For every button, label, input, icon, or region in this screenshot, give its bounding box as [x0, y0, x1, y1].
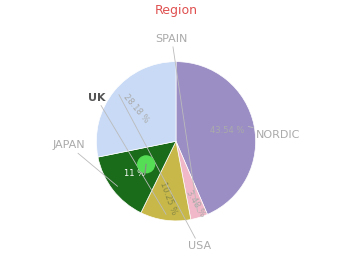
- Text: 11 %: 11 %: [124, 168, 145, 178]
- Text: JAPAN: JAPAN: [52, 140, 118, 186]
- Text: 3.48 %: 3.48 %: [184, 189, 206, 219]
- Wedge shape: [176, 141, 207, 219]
- Circle shape: [138, 156, 155, 173]
- Wedge shape: [176, 62, 256, 214]
- Wedge shape: [141, 141, 191, 221]
- Text: UK: UK: [88, 93, 166, 214]
- Text: 43.54 %: 43.54 %: [210, 126, 244, 135]
- Text: USA: USA: [119, 95, 211, 251]
- Text: NORDIC: NORDIC: [248, 126, 301, 140]
- Title: Region: Region: [155, 4, 197, 17]
- Text: SPAIN: SPAIN: [156, 34, 197, 212]
- Text: 28.18 %: 28.18 %: [121, 92, 150, 124]
- Wedge shape: [98, 141, 176, 213]
- Text: 10.25 %: 10.25 %: [158, 180, 178, 215]
- Wedge shape: [96, 62, 176, 157]
